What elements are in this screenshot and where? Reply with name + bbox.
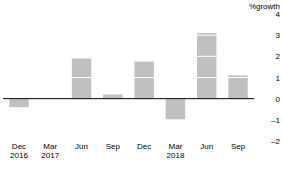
x-tick: Dec xyxy=(137,142,151,151)
grid-line xyxy=(3,56,254,57)
zero-line xyxy=(3,98,254,99)
x-tick: Sep xyxy=(231,142,246,151)
y-tick: –1 xyxy=(254,116,281,125)
y-tick: 1 xyxy=(254,74,281,83)
x-tick-label: Sep xyxy=(106,142,121,151)
x-tick-label-line: Sep xyxy=(106,142,121,151)
x-axis-line xyxy=(4,143,255,144)
x-axis: Dec2016Mar2017JunSepDecMar2018JunSep xyxy=(4,142,255,161)
x-tick-label: Sep xyxy=(231,142,246,151)
x-tick-label-line: Jun xyxy=(200,142,213,151)
bar xyxy=(228,75,247,98)
x-tick: Mar2017 xyxy=(41,142,59,161)
y-tick: 3 xyxy=(254,31,281,40)
grid-line xyxy=(3,77,254,78)
x-tick: Mar2018 xyxy=(167,142,185,161)
bar xyxy=(197,33,216,99)
y-tick-label: 4 xyxy=(276,10,281,19)
grid-line xyxy=(3,141,254,142)
grid-line xyxy=(3,98,254,99)
bars xyxy=(9,33,247,120)
y-tick-label: –1 xyxy=(271,116,280,125)
y-tick: 2 xyxy=(254,52,281,61)
x-tick-label-line: Jun xyxy=(75,142,88,151)
grid-line xyxy=(3,35,254,36)
bar xyxy=(103,94,122,98)
x-tick-label: Dec2016 xyxy=(10,142,28,161)
x-tick-label-line: Dec xyxy=(137,142,151,151)
y-axis: –2 –1 0 1 2 3 4 xyxy=(254,10,281,146)
x-tick-label: Mar2018 xyxy=(167,142,185,161)
y-tick: 4 xyxy=(254,10,281,19)
y-tick-label: 3 xyxy=(276,31,281,40)
x-tick-label: Dec xyxy=(137,142,151,151)
y-tick-label: –2 xyxy=(271,137,280,146)
y-tick-label: 0 xyxy=(276,95,281,104)
y-axis-title: %growth xyxy=(249,2,280,11)
x-tick-label-line: 2017 xyxy=(41,151,59,160)
y-tick: –2 xyxy=(254,137,281,146)
bar xyxy=(72,58,91,98)
x-tick: Jun xyxy=(200,142,213,151)
chart: –2–101234%growthDec2016Mar2017JunSepDecM… xyxy=(0,0,283,170)
x-tick-label: Jun xyxy=(75,142,88,151)
x-tick-label-line: 2018 xyxy=(167,151,185,160)
x-tick: Jun xyxy=(75,142,88,151)
grid xyxy=(3,14,254,141)
bar xyxy=(134,62,153,99)
y-tick: 0 xyxy=(254,95,281,104)
x-tick-label-line: Mar xyxy=(169,142,183,151)
bar xyxy=(9,99,28,107)
grid-line xyxy=(3,14,254,15)
x-tick-label-line: Dec xyxy=(12,142,26,151)
y-axis-line xyxy=(254,15,255,142)
y-tick-label: 2 xyxy=(276,52,281,61)
x-tick-label-line: Mar xyxy=(43,142,57,151)
x-tick-label-line: 2016 xyxy=(10,151,28,160)
x-tick: Dec2016 xyxy=(10,142,28,161)
x-tick-label-line: Sep xyxy=(231,142,246,151)
grid-line xyxy=(3,119,254,120)
y-tick-label: 1 xyxy=(276,74,281,83)
bar xyxy=(166,99,185,120)
x-tick-label: Mar2017 xyxy=(41,142,59,161)
x-tick-label: Jun xyxy=(200,142,213,151)
x-tick: Sep xyxy=(106,142,121,151)
